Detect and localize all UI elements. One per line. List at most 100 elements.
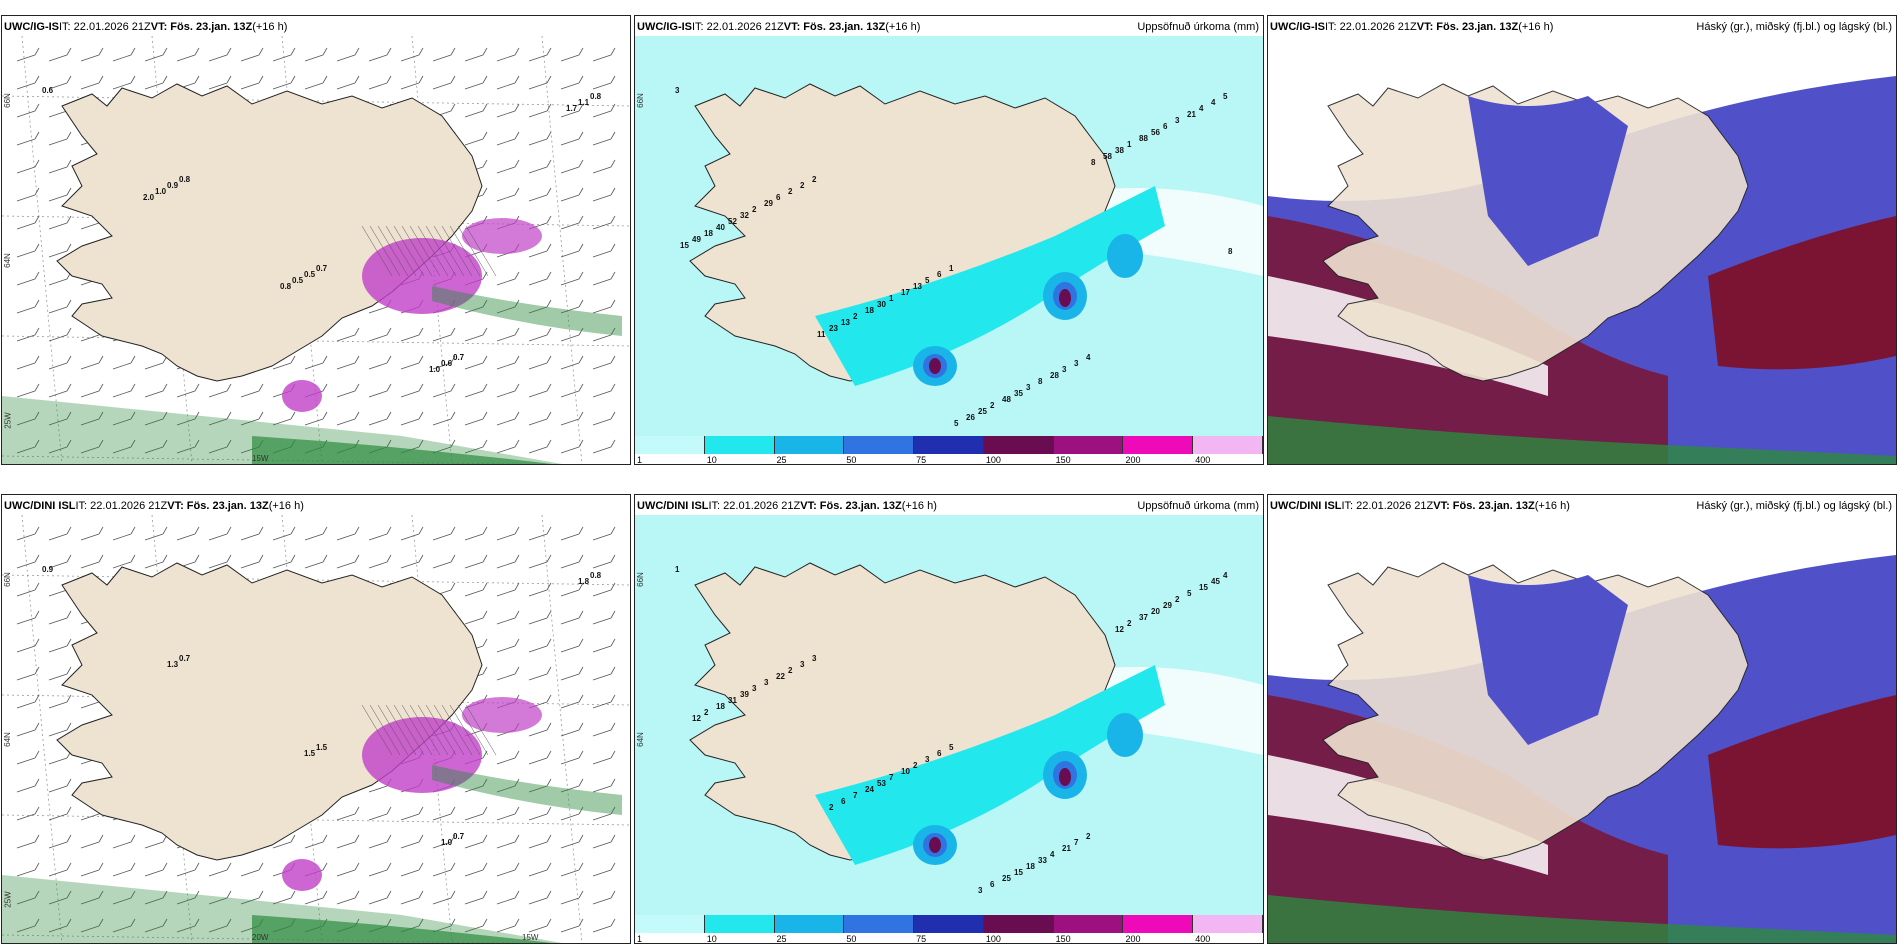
map-value-label: 3 — [1175, 116, 1180, 125]
model-name: UWC/DINI ISL — [4, 500, 76, 512]
valid-time: VT: Fös. 23.jan. 13Z — [150, 21, 253, 33]
map-value-label: 23 — [829, 324, 838, 333]
map-value-label: 88 — [1139, 134, 1148, 143]
colorbar-tick: 100 — [985, 934, 1001, 944]
model-name: UWC/DINI ISL — [637, 500, 709, 512]
map-value-label: 5 — [954, 419, 959, 428]
colorbar-tick: 10 — [706, 934, 717, 944]
map-panel-precip: UWC/DINI ISL IT: 22.01.2026 21Z VT: Fös.… — [634, 494, 1264, 944]
panel-header: UWC/IG-IS IT: 22.01.2026 21Z VT: Fös. 23… — [1270, 17, 1892, 37]
lead-time: (+16 h) — [901, 500, 937, 512]
map-value-label: 0.6 — [42, 86, 54, 95]
valid-time: VT: Fös. 23.jan. 13Z — [783, 21, 886, 33]
map-value-label: 0.7 — [316, 264, 328, 273]
valid-time: VT: Fös. 23.jan. 13Z — [167, 500, 269, 512]
map-value-label: 49 — [692, 235, 701, 244]
panel-header: UWC/DINI ISL IT: 22.01.2026 21Z VT: Fös.… — [4, 496, 626, 516]
lon-label: 15W — [252, 454, 269, 463]
init-time: IT: 22.01.2026 21Z — [1325, 21, 1417, 33]
map-area — [2, 515, 630, 943]
map-canvas — [2, 36, 630, 464]
map-value-label: 0.7 — [453, 353, 465, 362]
map-area — [635, 36, 1263, 464]
colorbar-tick: 1 — [637, 455, 643, 465]
colorbar-tick: 200 — [1125, 934, 1141, 944]
map-value-label: 0.8 — [179, 175, 191, 184]
map-area — [2, 36, 630, 464]
map-panel-precip: UWC/IG-IS IT: 22.01.2026 21Z VT: Fös. 23… — [634, 15, 1264, 465]
colorbar-tick: 150 — [1055, 934, 1071, 944]
map-value-label: 6 — [990, 880, 995, 889]
lead-time: (+16 h) — [885, 21, 921, 33]
map-value-label: 25 — [1002, 874, 1011, 883]
map-value-label: 8 — [1091, 158, 1096, 167]
map-value-label: 3 — [978, 886, 983, 895]
map-value-label: 11 — [817, 330, 826, 339]
valid-time: VT: Fös. 23.jan. 13Z — [800, 500, 902, 512]
colorbar-segment — [1053, 915, 1124, 933]
model-name: UWC/IG-IS — [637, 21, 692, 33]
lead-time: (+16 h) — [1518, 21, 1554, 33]
lat-label: 66N — [2, 93, 12, 108]
lat-label: 66N — [635, 572, 645, 587]
map-value-label: 22 — [776, 672, 785, 681]
colorbar-segment — [704, 436, 775, 454]
map-value-label: 21 — [1187, 110, 1196, 119]
colorbar-segment — [1123, 915, 1194, 933]
map-canvas — [1268, 515, 1896, 943]
colorbar-tick: 400 — [1195, 455, 1211, 465]
map-value-label: 45 — [1211, 577, 1220, 586]
map-value-label: 2 — [913, 761, 918, 770]
valid-time: VT: Fös. 23.jan. 13Z — [1433, 500, 1535, 512]
map-value-label: 4 — [1199, 104, 1204, 113]
colorbar-tick: 150 — [1055, 455, 1071, 465]
map-value-label: 0.9 — [167, 181, 179, 190]
map-value-label: 1 — [949, 264, 954, 273]
map-value-label: 33 — [1038, 856, 1047, 865]
colorbar-segment — [635, 915, 705, 933]
colorbar-tick: 25 — [776, 455, 787, 465]
map-value-label: 18 — [1026, 862, 1035, 871]
map-value-label: 58 — [1103, 152, 1112, 161]
colorbar-segment — [983, 436, 1054, 454]
field-label: Uppsöfnuð úrkoma (mm) — [1137, 21, 1259, 33]
map-value-label: 5 — [925, 276, 930, 285]
map-value-label: 53 — [877, 779, 886, 788]
colorbar-tick: 1 — [637, 934, 643, 944]
colorbar-segment — [1123, 436, 1194, 454]
map-value-label: 7 — [853, 791, 858, 800]
map-value-label: 4 — [1050, 850, 1055, 859]
map-value-label: 7 — [889, 773, 894, 782]
map-value-label: 18 — [716, 702, 725, 711]
map-panel-wind: UWC/IG-IS IT: 22.01.2026 21Z VT: Fös. 23… — [1, 15, 631, 465]
panel-header: UWC/DINI ISL IT: 22.01.2026 21Z VT: Fös.… — [1270, 496, 1892, 516]
map-value-label: 2 — [853, 312, 858, 321]
map-value-label: 56 — [1151, 128, 1160, 137]
map-value-label: 1.8 — [578, 577, 590, 586]
map-panel-wind: UWC/DINI ISL IT: 22.01.2026 21Z VT: Fös.… — [1, 494, 631, 944]
map-value-label: 10 — [901, 767, 910, 776]
map-value-label: 0.7 — [453, 832, 465, 841]
map-canvas — [1268, 36, 1896, 464]
colorbar-tick: 400 — [1195, 934, 1211, 944]
map-value-label: 1.1 — [578, 98, 590, 107]
colorbar-segment — [1193, 436, 1263, 454]
map-value-label: 1.3 — [167, 660, 179, 669]
map-value-label: 4 — [1211, 98, 1216, 107]
map-value-label: 0.5 — [304, 270, 316, 279]
map-value-label: 29 — [1163, 601, 1172, 610]
map-value-label: 3 — [1062, 365, 1067, 374]
map-value-label: 31 — [728, 696, 737, 705]
map-value-label: 15 — [1199, 583, 1208, 592]
map-value-label: 0.8 — [280, 282, 292, 291]
colorbar-segment — [914, 436, 984, 454]
map-value-label: 2 — [788, 666, 793, 675]
panel-header: UWC/IG-IS IT: 22.01.2026 21Z VT: Fös. 23… — [4, 17, 626, 37]
map-canvas — [635, 515, 1263, 943]
colorbar-segment — [1193, 915, 1263, 933]
map-value-label: 35 — [1014, 389, 1023, 398]
map-value-label: 2 — [752, 205, 757, 214]
colorbar-tick: 50 — [846, 934, 857, 944]
init-time: IT: 22.01.2026 21Z — [59, 21, 151, 33]
map-value-label: 1.0 — [155, 187, 167, 196]
